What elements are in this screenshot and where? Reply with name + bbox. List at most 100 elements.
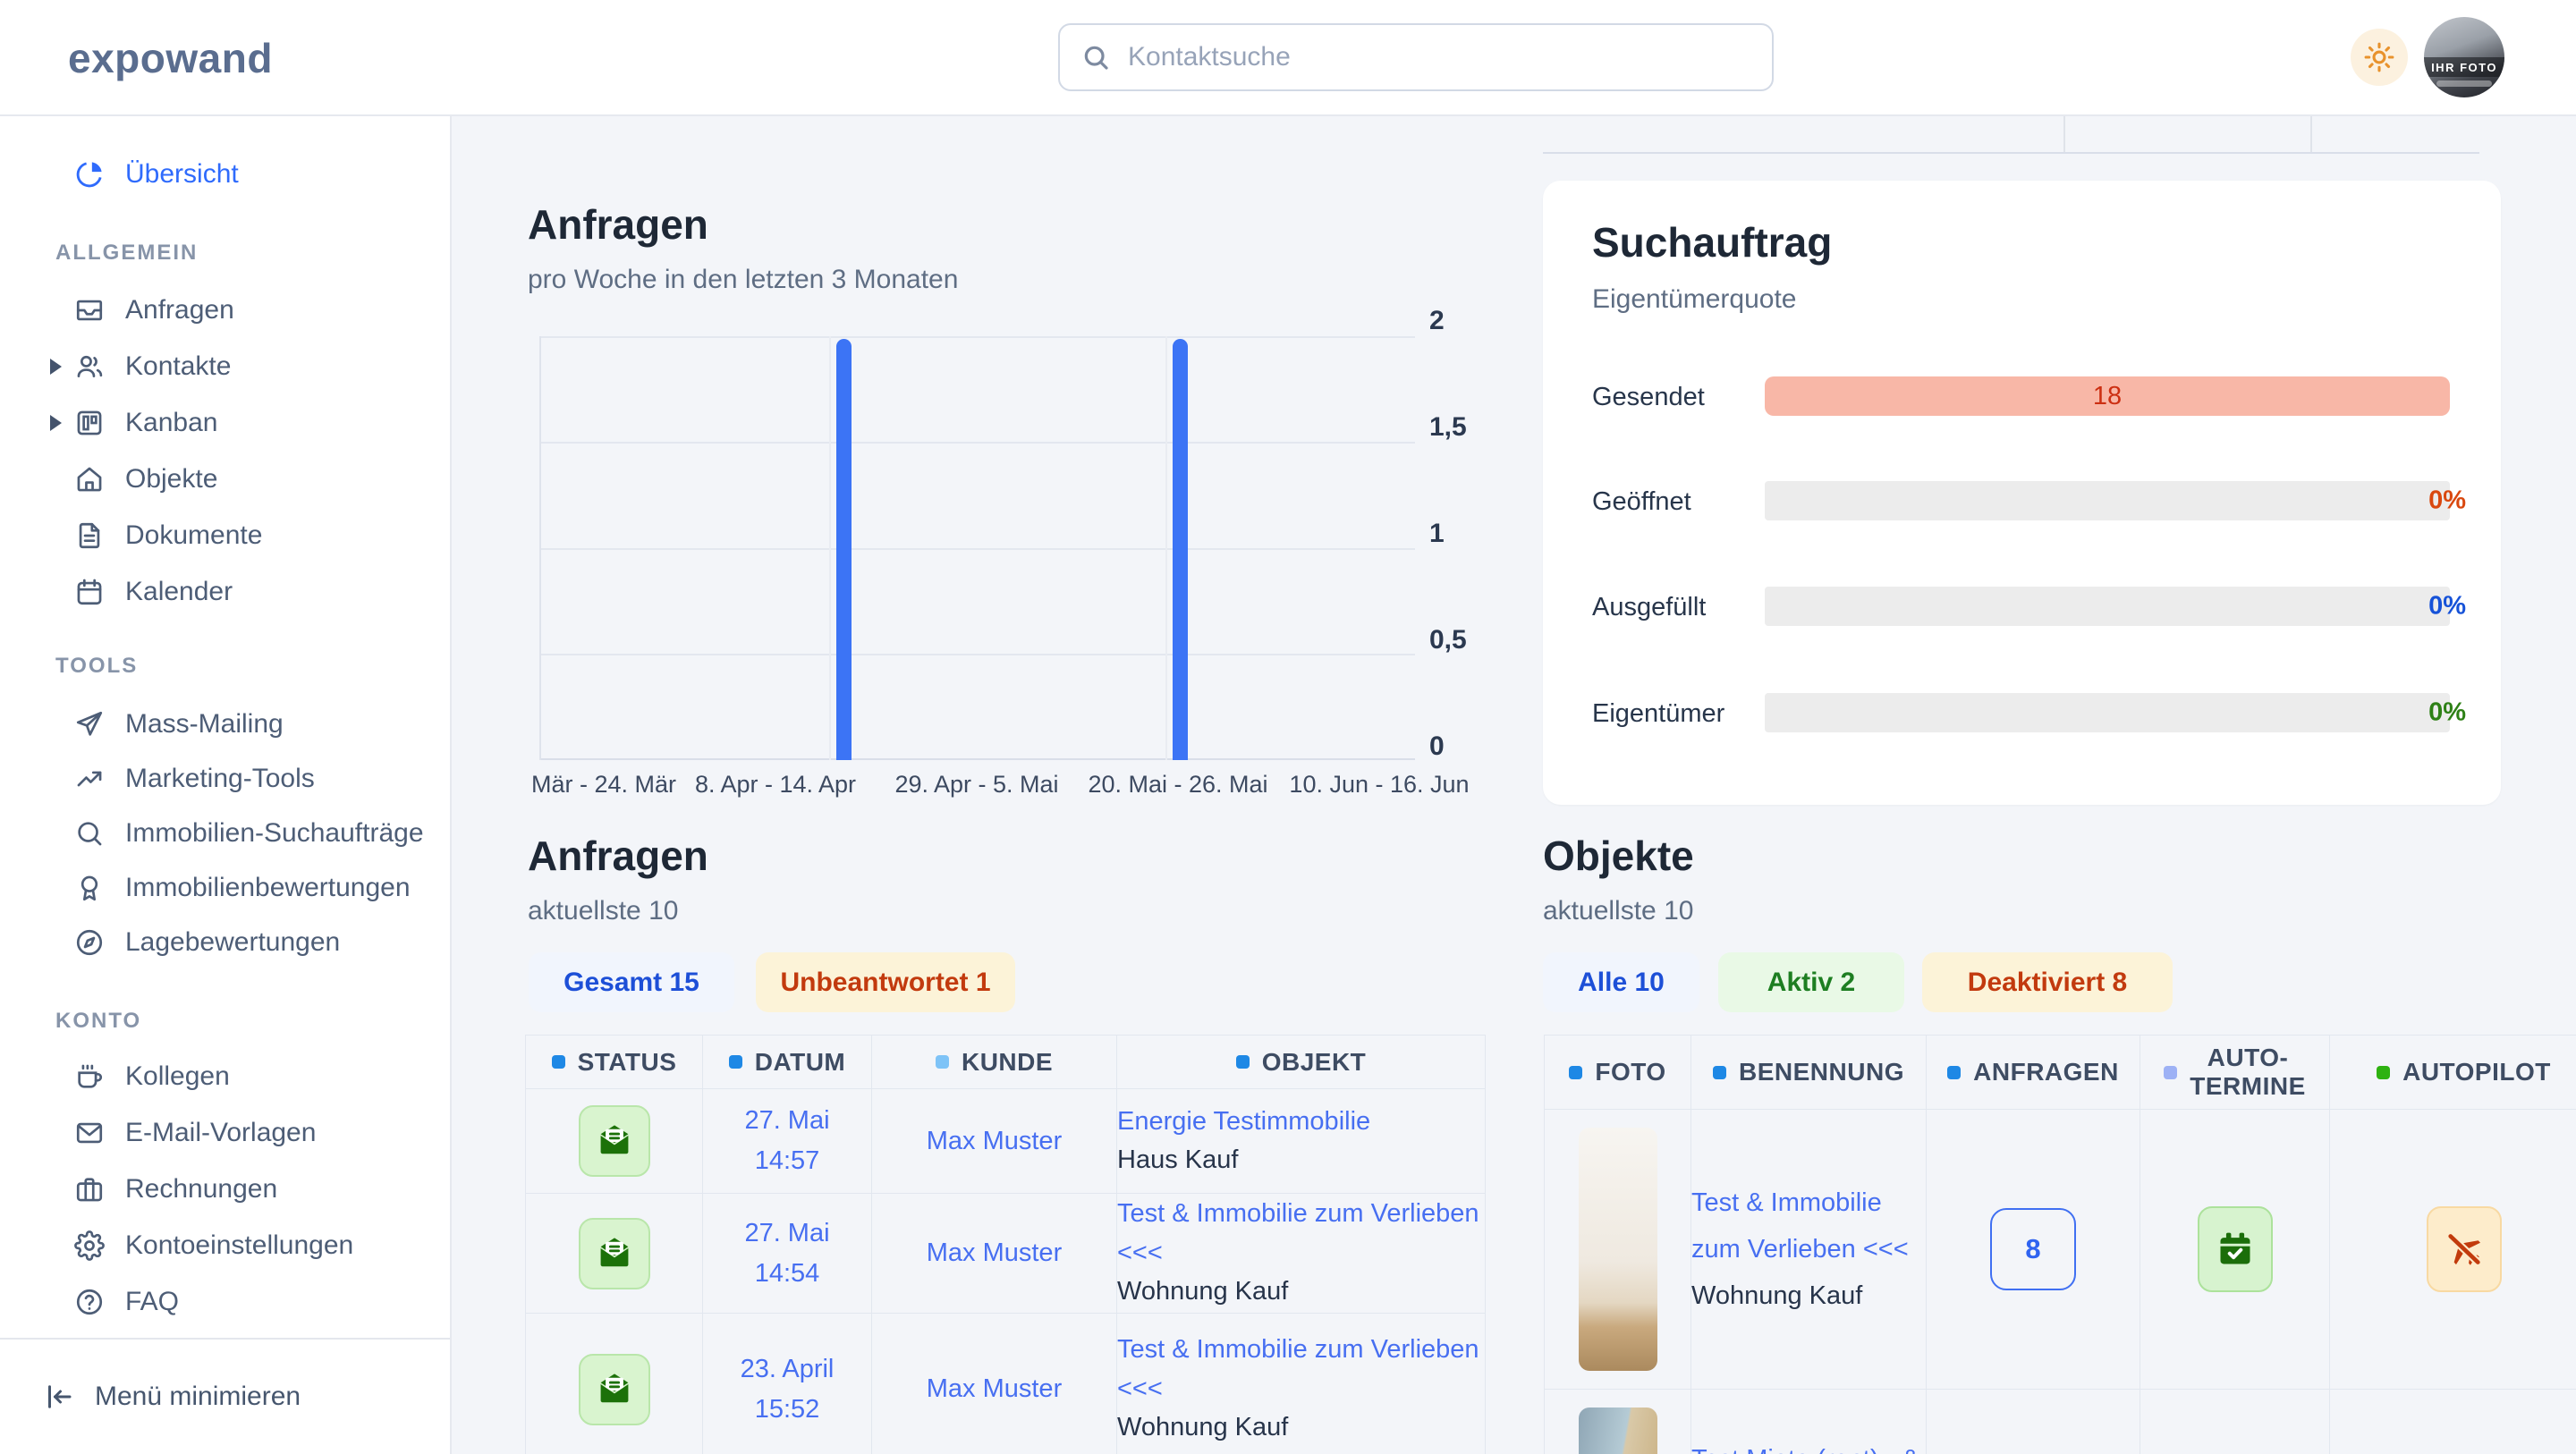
- column-bullet: [1235, 1055, 1250, 1069]
- funnel-value: 0%: [2428, 697, 2466, 727]
- column-bullet: [2164, 1065, 2178, 1079]
- expand-caret-icon[interactable]: [50, 358, 62, 375]
- column-header: AUTO-TERMINE: [2190, 1044, 2306, 1100]
- sidebar-section-allgemein: ALLGEMEIN: [55, 241, 199, 265]
- sidebar-item-label: Objekte: [125, 463, 218, 494]
- sidebar-item-immobilienbewertungen[interactable]: Immobilienbewertungen: [0, 860, 450, 915]
- suchauftrag-card: Suchauftrag Eigentümerquote Gesendet 18 …: [1543, 181, 2501, 805]
- column-bullet: [728, 1055, 742, 1069]
- sidebar-item-label: E-Mail-Vorlagen: [125, 1117, 317, 1147]
- sidebar-item-kontoeinstellungen[interactable]: Kontoeinstellungen: [0, 1217, 450, 1273]
- sidebar-item-label: Kollegen: [125, 1061, 230, 1091]
- sidebar-item-rechnungen[interactable]: Rechnungen: [0, 1161, 450, 1217]
- scrolled-table-remnant: [1543, 114, 2576, 154]
- contact-search[interactable]: [1058, 23, 1774, 91]
- chip-unbeantwortet[interactable]: Unbeantwortet 1: [756, 952, 1015, 1012]
- sidebar-item-faq[interactable]: FAQ: [0, 1273, 450, 1330]
- chart-subtitle: pro Woche in den letzten 3 Monaten: [528, 265, 959, 294]
- pie-chart-icon: [73, 158, 106, 190]
- collapse-menu-button[interactable]: Menü minimieren: [0, 1338, 450, 1454]
- kanban-board-icon: [73, 407, 106, 439]
- calendar-check-icon[interactable]: [2197, 1206, 2273, 1292]
- y-axis-tick: 1: [1429, 519, 1445, 548]
- table-row[interactable]: Test Miete (rent) - & <> Work Loft Desig…: [1544, 1389, 2576, 1454]
- sidebar-item-uebersicht[interactable]: Übersicht: [0, 146, 450, 202]
- sidebar-item-label: Übersicht: [125, 158, 239, 189]
- date-link[interactable]: 27. Mai 14:57: [744, 1106, 830, 1175]
- x-axis-tick: Mär - 24. Mär: [531, 771, 677, 798]
- date-link[interactable]: 27. Mai 14:54: [744, 1218, 830, 1288]
- funnel-row-label: Eigentümer: [1592, 699, 1725, 728]
- table-row[interactable]: 27. Mai 14:57 Max Muster Energie Testimmo…: [525, 1088, 1486, 1194]
- calendar-icon: [73, 576, 106, 608]
- theme-toggle-button[interactable]: [2351, 29, 2408, 86]
- sidebar-item-label: Lagebewertungen: [125, 926, 341, 957]
- avatar-watermark: [2436, 80, 2492, 87]
- object-link[interactable]: Test & Immobilie zum Verlieben <<<: [1117, 1199, 1479, 1267]
- table-row[interactable]: 27. Mai 14:54 Max Muster Test & Immobilie…: [525, 1193, 1486, 1314]
- expand-caret-icon[interactable]: [50, 414, 62, 431]
- bar-gridline: [1165, 336, 1167, 760]
- sidebar-item-objekte[interactable]: Objekte: [0, 451, 450, 507]
- funnel-bar-gesendet: 18: [1765, 376, 2450, 416]
- card-subtitle: Eigentümerquote: [1592, 284, 1797, 314]
- column-bullet: [1713, 1065, 1727, 1079]
- object-link[interactable]: Test Miete (rent) - & <> Work Loft Desig…: [1691, 1445, 1919, 1454]
- sidebar-item-label: Dokumente: [125, 520, 263, 550]
- sidebar-item-mass-mailing[interactable]: Mass-Mailing: [0, 697, 450, 751]
- customer-link[interactable]: Max Muster: [926, 1238, 1063, 1268]
- compass-icon: [73, 926, 106, 959]
- funnel-value: 18: [2092, 381, 2123, 410]
- sidebar-item-label: FAQ: [125, 1286, 180, 1316]
- chip-deaktiviert[interactable]: Deaktiviert 8: [1922, 952, 2173, 1012]
- x-axis-tick: 20. Mai - 26. Mai: [1088, 771, 1268, 798]
- table-row[interactable]: 23. April 15:52 Max Muster Test & Immobil…: [525, 1313, 1486, 1454]
- property-photo[interactable]: [1578, 1408, 1657, 1454]
- anfragen-section-subtitle: aktuellste 10: [528, 896, 679, 926]
- chip-aktiv[interactable]: Aktiv 2: [1718, 952, 1904, 1012]
- table-row[interactable]: Test & Immobilie zum Verlieben <<< Wohnun…: [1544, 1109, 2576, 1390]
- table-header-row: FOTO BENENNUNG ANFRAGEN AUTO-TERMINE AUT…: [1544, 1035, 2576, 1110]
- column-header: STATUS: [577, 1047, 677, 1076]
- chart-bar[interactable]: [1173, 339, 1188, 760]
- chip-gesamt[interactable]: Gesamt 15: [529, 952, 734, 1012]
- sidebar-item-anfragen[interactable]: Anfragen: [0, 282, 450, 338]
- sidebar-item-label: Kanban: [125, 407, 218, 437]
- funnel-bar-geoeffnet: 0%: [1765, 481, 2466, 520]
- sidebar-item-email-vorlagen[interactable]: E-Mail-Vorlagen: [0, 1104, 450, 1161]
- sidebar-item-lagebewertungen[interactable]: Lagebewertungen: [0, 915, 450, 969]
- chart-bar[interactable]: [836, 339, 852, 760]
- sidebar-item-kollegen[interactable]: Kollegen: [0, 1048, 450, 1104]
- date-link[interactable]: 23. April 15:52: [740, 1354, 835, 1424]
- column-header: OBJEKT: [1261, 1047, 1367, 1076]
- x-axis-tick: 8. Apr - 14. Apr: [694, 771, 857, 798]
- object-link[interactable]: Test & Immobilie zum Verlieben <<<: [1691, 1188, 1909, 1264]
- sidebar-item-dokumente[interactable]: Dokumente: [0, 507, 450, 563]
- autopilot-off-icon[interactable]: [2426, 1206, 2502, 1292]
- customer-link[interactable]: Max Muster: [926, 1374, 1063, 1404]
- search-input[interactable]: [1126, 41, 1750, 73]
- search-icon: [73, 817, 106, 850]
- property-photo[interactable]: [1578, 1128, 1657, 1371]
- anfragen-section-title: Anfragen: [528, 833, 708, 879]
- customer-link[interactable]: Max Muster: [926, 1126, 1063, 1155]
- sidebar-item-label: Marketing-Tools: [125, 763, 315, 793]
- user-avatar[interactable]: Ihr Foto: [2424, 17, 2504, 97]
- funnel-row-label: Ausgefüllt: [1592, 593, 1707, 621]
- sidebar-item-immobilien-suchauftraege[interactable]: Immobilien-Suchaufträge: [0, 806, 450, 860]
- anfragen-count-button[interactable]: 8: [1990, 1208, 2076, 1290]
- sidebar-item-kalender[interactable]: Kalender: [0, 563, 450, 620]
- sidebar-item-kontakte[interactable]: Kontakte: [0, 338, 450, 394]
- object-category: Haus Kauf: [1117, 1145, 1239, 1174]
- column-header: AUTOPILOT: [2402, 1058, 2551, 1086]
- object-link[interactable]: Energie Testimmobilie: [1117, 1106, 1371, 1136]
- sidebar-item-label: Anfragen: [125, 294, 234, 325]
- top-header: expowand Ihr Foto: [0, 0, 2576, 116]
- sidebar-item-marketing-tools[interactable]: Marketing-Tools: [0, 751, 450, 806]
- chip-alle[interactable]: Alle 10: [1543, 952, 1699, 1012]
- sidebar-item-kanban[interactable]: Kanban: [0, 394, 450, 451]
- object-link[interactable]: Test & Immobilie zum Verlieben <<<: [1117, 1335, 1479, 1403]
- funnel-bar-ausgefuellt: 0%: [1765, 587, 2466, 626]
- column-header: BENENNUNG: [1739, 1058, 1904, 1086]
